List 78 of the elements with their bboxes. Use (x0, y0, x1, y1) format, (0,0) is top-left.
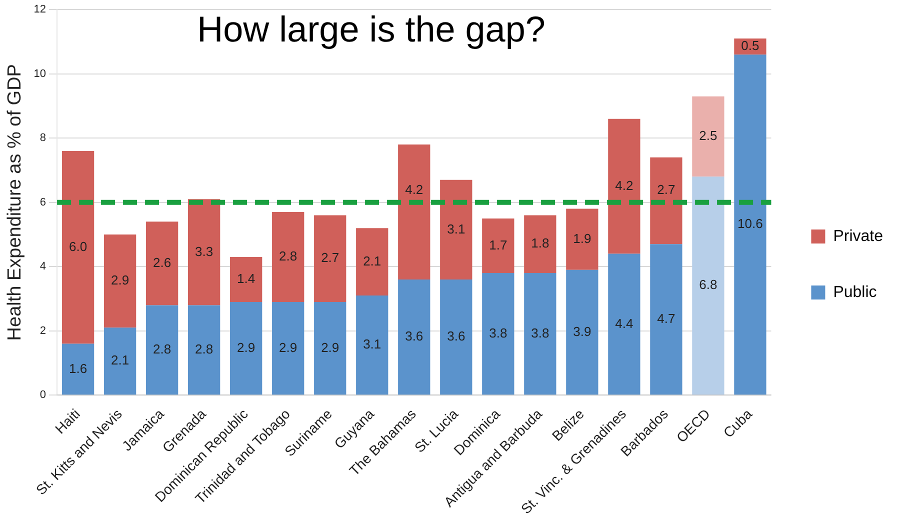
data-label: 3.1 (447, 221, 466, 236)
bar (398, 279, 430, 395)
data-label: 3.3 (195, 244, 214, 259)
data-label: 2.8 (153, 342, 172, 356)
bar (440, 279, 472, 395)
data-label: 0.5 (741, 38, 760, 54)
data-label: 3.8 (531, 325, 550, 340)
bar (650, 244, 682, 395)
data-label: 4.7 (657, 310, 676, 326)
y-tick-label: 8 (40, 132, 46, 144)
data-label: 3.1 (363, 336, 382, 352)
bar (692, 96, 724, 177)
data-label: 1.6 (69, 360, 88, 376)
bar (188, 305, 220, 395)
legend-label: Public (833, 284, 877, 301)
bar (104, 234, 136, 328)
data-label: 2.5 (699, 128, 718, 144)
data-label: 2.9 (279, 340, 298, 355)
data-label: 2.1 (363, 253, 382, 268)
y-tick-label: 6 (40, 196, 46, 208)
y-tick-label: 10 (34, 68, 46, 80)
bar (104, 328, 136, 395)
bar (524, 273, 556, 395)
data-label: 2.7 (321, 250, 340, 266)
bar (608, 118, 640, 254)
data-label: 10.6 (738, 216, 763, 232)
bar (356, 296, 388, 395)
data-label: 2.7 (657, 182, 676, 197)
data-label: 4.2 (405, 182, 424, 197)
data-label: 1.4 (237, 271, 256, 286)
bar (398, 144, 430, 280)
y-tick-label: 12 (34, 4, 46, 16)
data-label: 3.6 (447, 328, 466, 344)
bar (482, 218, 514, 274)
y-tick-label: 4 (40, 260, 46, 273)
data-label: 2.9 (237, 340, 256, 355)
bar (650, 157, 682, 244)
data-label: 6.0 (69, 238, 88, 254)
data-label: 1.9 (573, 230, 592, 246)
bar (524, 215, 556, 274)
bar (230, 302, 262, 395)
data-label: 2.9 (111, 272, 130, 288)
data-label: 3.8 (489, 325, 508, 340)
data-label: 1.7 (489, 237, 508, 252)
bar (230, 256, 262, 302)
data-label: 3.9 (573, 324, 592, 339)
data-label: 2.9 (321, 340, 340, 355)
data-label: 3.6 (405, 328, 424, 344)
data-label: 4.2 (615, 178, 634, 193)
data-label: 1.8 (531, 236, 550, 251)
data-label: 4.4 (615, 316, 634, 331)
bar (566, 208, 598, 270)
bar (482, 273, 514, 395)
bar (314, 215, 346, 302)
chart-title: How large is the gap? (197, 8, 546, 50)
bar (272, 302, 304, 395)
bar (272, 212, 304, 302)
y-tick-label: 2 (40, 324, 46, 337)
bar (62, 150, 94, 344)
bar (692, 176, 724, 395)
data-label: 2.8 (195, 342, 214, 356)
legend-label: Private (833, 228, 884, 245)
bar (734, 54, 766, 395)
bar (188, 199, 220, 306)
bar (566, 270, 598, 395)
y-axis-title: Health Expenditure as % of GDP (4, 64, 26, 341)
bar (314, 302, 346, 395)
y-tick-label: 0 (40, 389, 46, 402)
data-label: 2.8 (279, 248, 298, 264)
data-label: 2.6 (153, 255, 172, 270)
bar (608, 254, 640, 395)
data-label: 2.1 (111, 352, 130, 368)
data-label: 6.8 (699, 277, 718, 292)
bar (146, 222, 178, 306)
bar (62, 344, 94, 395)
bar (146, 305, 178, 395)
bar (440, 180, 472, 280)
bar (356, 228, 388, 296)
